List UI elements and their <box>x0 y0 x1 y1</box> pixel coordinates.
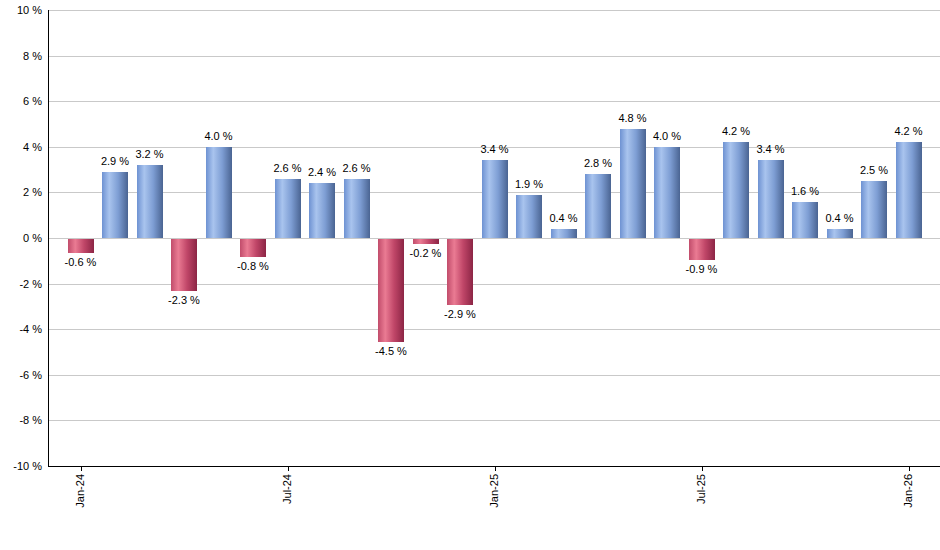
gridline <box>48 329 940 330</box>
bar-negative <box>447 239 473 305</box>
bar-value-label: 4.2 % <box>877 125 940 138</box>
bar-negative <box>171 239 197 291</box>
gridline <box>48 101 940 102</box>
bar-negative <box>68 239 94 253</box>
x-tick-mark <box>495 466 496 471</box>
bar-value-label: 1.6 % <box>773 185 837 198</box>
bar-positive <box>275 179 301 238</box>
bar-value-label: 4.2 % <box>704 125 768 138</box>
bar-positive <box>827 229 853 238</box>
bar-positive <box>551 229 577 238</box>
bar-value-label: 3.4 % <box>463 143 527 156</box>
y-tick-label: 2 % <box>0 185 42 199</box>
bar-value-label: 3.4 % <box>739 143 803 156</box>
bar-value-label: -0.8 % <box>221 260 285 273</box>
bar-positive <box>861 181 887 238</box>
bar-positive <box>482 160 508 238</box>
x-tick-label: Jan-25 <box>486 474 503 508</box>
x-tick-mark <box>81 466 82 471</box>
bar-value-label: -0.6 % <box>49 256 113 269</box>
x-tick-mark <box>288 466 289 471</box>
bar-value-label: 1.9 % <box>497 178 561 191</box>
bar-positive <box>137 165 163 238</box>
bar-positive <box>620 129 646 238</box>
y-axis <box>48 10 49 466</box>
x-tick-mark <box>909 466 910 471</box>
monthly-returns-bar-chart: 10 % 8 % 6 % 4 % 2 % 0 % -2 % -4 % -6 % -8 % -10 %… <box>0 0 940 550</box>
bar-value-label: 4.8 % <box>601 112 665 125</box>
bar-value-label: 4.0 % <box>187 130 251 143</box>
bar-negative <box>413 239 439 244</box>
bar-positive <box>309 183 335 238</box>
y-tick-label: -10 % <box>0 459 42 473</box>
bar-positive <box>896 142 922 238</box>
y-tick-label: -4 % <box>0 322 42 336</box>
y-tick-label: -6 % <box>0 368 42 382</box>
bar-value-label: 3.2 % <box>118 148 182 161</box>
gridline <box>48 10 940 11</box>
x-tick-label: Jul-24 <box>279 474 296 504</box>
bar-positive <box>206 147 232 238</box>
gridline <box>48 375 940 376</box>
bar-positive <box>723 142 749 238</box>
gridline <box>48 56 940 57</box>
y-tick-label: 10 % <box>0 3 42 17</box>
y-tick-label: -2 % <box>0 277 42 291</box>
bar-negative <box>240 239 266 257</box>
x-tick-mark <box>702 466 703 471</box>
y-tick-label: 4 % <box>0 140 42 154</box>
bar-value-label: -0.9 % <box>670 263 734 276</box>
x-tick-label: Jan-26 <box>900 474 917 508</box>
bar-value-label: 2.6 % <box>325 162 389 175</box>
bar-positive <box>585 174 611 238</box>
y-tick-label: 8 % <box>0 49 42 63</box>
bar-value-label: -2.9 % <box>428 308 492 321</box>
y-tick-label: 0 % <box>0 231 42 245</box>
x-tick-label: Jan-24 <box>72 474 89 508</box>
gridline <box>48 420 940 421</box>
bar-positive <box>102 172 128 238</box>
y-tick-label: -8 % <box>0 413 42 427</box>
bar-negative <box>689 239 715 260</box>
bar-positive <box>654 147 680 238</box>
plot-area: 10 % 8 % 6 % 4 % 2 % 0 % -2 % -4 % -6 % -8 % -10 %… <box>0 0 940 550</box>
bar-value-label: -2.3 % <box>152 294 216 307</box>
bar-value-label: -4.5 % <box>359 345 423 358</box>
y-tick-label: 6 % <box>0 94 42 108</box>
bar-positive <box>758 160 784 238</box>
bar-value-label: 4.0 % <box>635 130 699 143</box>
x-tick-label: Jul-25 <box>693 474 710 504</box>
bar-positive <box>344 179 370 238</box>
